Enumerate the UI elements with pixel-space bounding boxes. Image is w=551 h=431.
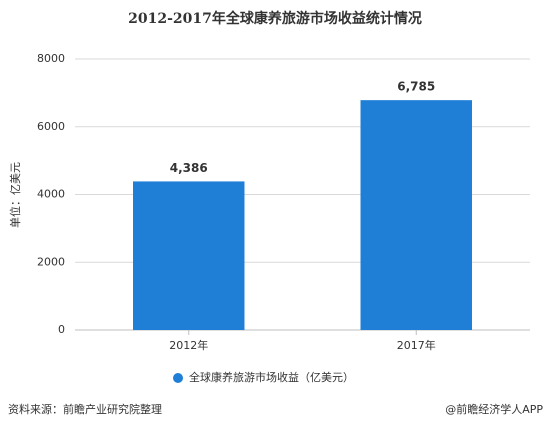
legend-label: 全球康养旅游市场收益（亿美元） — [189, 370, 354, 384]
source: 资料来源：前瞻产业研究院整理 — [8, 402, 162, 416]
chart-title: 2012-2017年全球康养旅游市场收益统计情况 — [128, 10, 422, 27]
bar — [360, 100, 472, 330]
x-tick-label: 2017年 — [397, 338, 436, 352]
y-tick-label: 4000 — [37, 188, 65, 201]
y-tick-label: 2000 — [37, 255, 65, 268]
legend-marker — [173, 373, 183, 383]
x-tick-label: 2012年 — [169, 338, 208, 352]
value-label: 6,785 — [397, 80, 435, 94]
credit: @前瞻经济学人APP — [445, 402, 543, 416]
y-tick-label: 0 — [58, 323, 65, 336]
y-axis-label: 单位：亿美元 — [8, 162, 22, 228]
bar — [133, 181, 245, 330]
value-label: 4,386 — [170, 161, 208, 175]
y-tick-label: 6000 — [37, 120, 65, 133]
y-tick-label: 8000 — [37, 52, 65, 65]
